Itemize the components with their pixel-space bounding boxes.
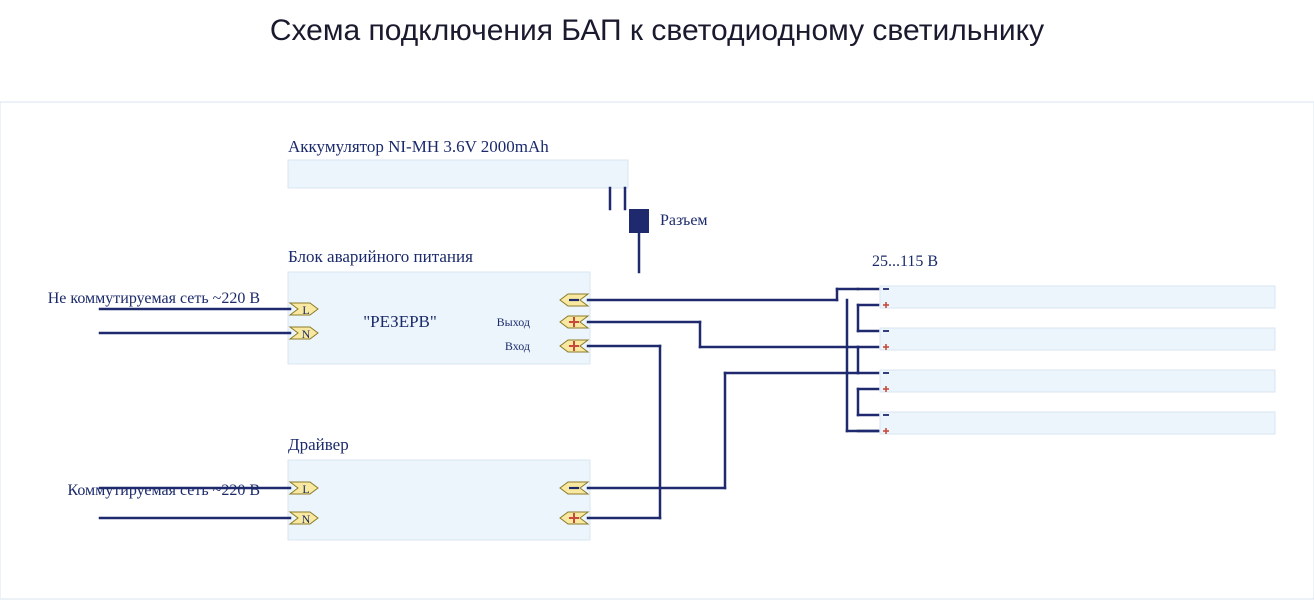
label-battery: Аккумулятор NI-MH 3.6V 2000mAh <box>288 137 549 156</box>
bap-box <box>288 272 590 364</box>
battery-box <box>288 160 628 188</box>
label-out: Выход <box>497 315 530 329</box>
led-box-2 <box>880 328 1275 350</box>
label-bap_title: Блок аварийного питания <box>288 247 473 266</box>
led-box-4 <box>880 412 1275 434</box>
pin-drv_N-label: N <box>302 512 311 526</box>
driver-box <box>288 460 590 540</box>
label-uncommuted: Не коммутируемая сеть ~220 В <box>48 290 260 307</box>
label-driver_title: Драйвер <box>288 435 349 454</box>
label-reserve: "РЕЗЕРВ" <box>363 312 437 331</box>
led-box-3 <box>880 370 1275 392</box>
label-in: Вход <box>505 339 530 353</box>
label-connector: Разъем <box>660 212 708 229</box>
label-v25_115: 25...115 В <box>872 253 938 270</box>
diagram-title: Схема подключения БАП к светодиодному св… <box>270 14 1044 47</box>
label-commuted: Коммутируемая сеть ~220 В <box>67 482 260 499</box>
connector-block <box>629 209 649 233</box>
pin-bap_N-label: N <box>302 327 311 341</box>
pin-bap_L-label: L <box>302 303 309 317</box>
led-box-1 <box>880 286 1275 308</box>
pin-drv_L-label: L <box>302 482 309 496</box>
